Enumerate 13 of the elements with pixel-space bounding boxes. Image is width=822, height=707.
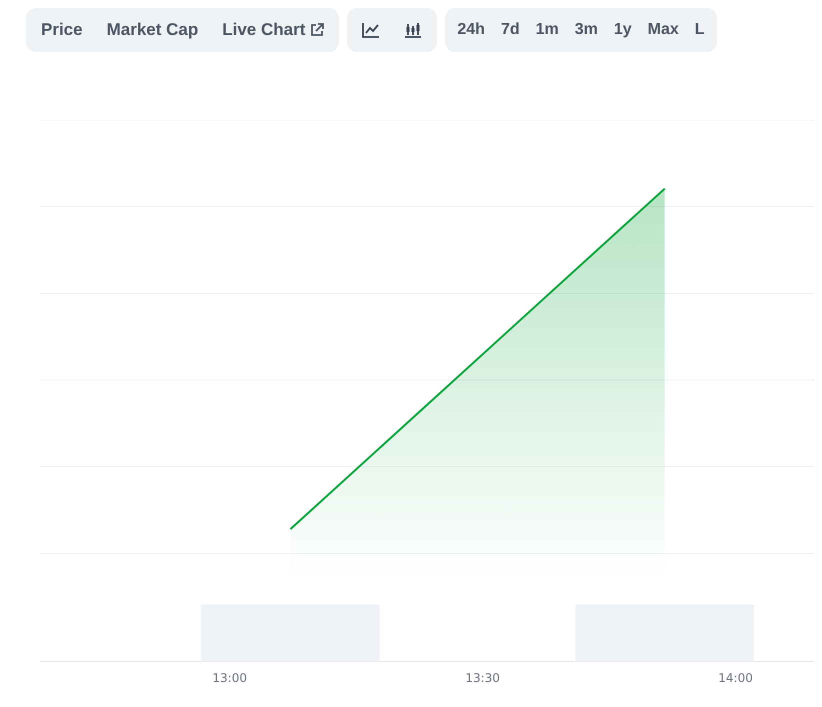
text: L <box>694 20 706 40</box>
x-tick-label: 13:00 <box>212 670 248 685</box>
text: Live Chart <box>222 20 306 40</box>
text: 1m <box>534 20 560 40</box>
x-tick-label: 14:00 <box>718 670 753 685</box>
x-tick-label: 13:30 <box>465 670 500 685</box>
text: 7d <box>500 20 521 40</box>
text: Max <box>646 20 680 40</box>
text: Market Cap <box>106 20 198 40</box>
text: 24h <box>456 20 486 40</box>
text: 3m <box>574 20 599 40</box>
text: Price <box>41 20 83 40</box>
text: 1y <box>612 20 633 40</box>
